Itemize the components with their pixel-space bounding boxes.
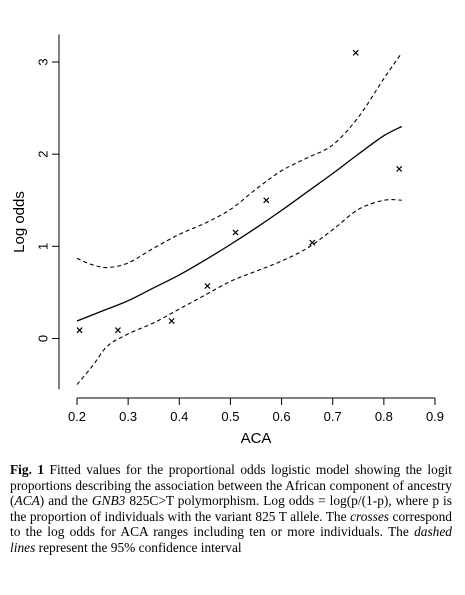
cross-stroke (114, 327, 121, 334)
x-tick-label: 0.3 (119, 409, 137, 424)
data-point-cross (114, 327, 121, 334)
cross-stroke (232, 229, 239, 236)
caption-text-4: correspond to the log odds for ACA range… (10, 508, 453, 540)
ci-lower-line (76, 199, 402, 385)
cross-stroke (204, 282, 211, 289)
cross-stroke (309, 239, 316, 246)
caption-text-5: represent the 95% confidence interval (35, 539, 242, 555)
caption-aca: ACA (14, 493, 40, 509)
axes: 0.2 0.3 0.4 0.5 0.6 0.7 0.8 0.9 0 1 2 3 (36, 34, 444, 424)
fitted-curve (76, 125, 403, 322)
x-tick-label: 0.8 (375, 409, 393, 424)
x-tick-label: 0.2 (68, 409, 86, 424)
ci-upper-line (76, 52, 403, 269)
figure-label: Fig. 1 (10, 462, 45, 477)
x-tick-label: 0.7 (324, 409, 342, 424)
data-point-cross (396, 165, 403, 172)
caption-text-2: ) and the (39, 493, 92, 509)
x-tick-label: 0.5 (221, 409, 239, 424)
caption-gene: GNB3 (91, 493, 126, 509)
confidence-interval-lines (76, 52, 403, 385)
y-tick-label: 1 (36, 243, 51, 250)
data-point-cross (232, 229, 239, 236)
data-point-cross (76, 327, 83, 334)
data-point-cross (352, 49, 359, 56)
data-point-cross (204, 282, 211, 289)
data-point-cross (168, 317, 175, 325)
figure-caption: Fig. 1 Fitted values for the proportiona… (10, 462, 452, 556)
data-point-cross (309, 239, 316, 246)
cross-stroke (263, 197, 270, 204)
fitted-line (76, 125, 403, 322)
x-tick-label: 0.4 (170, 409, 188, 424)
y-tick-label: 3 (36, 58, 51, 65)
caption-dashed-lines: dashed lines (10, 524, 452, 555)
x-axis-label: ACA (241, 430, 272, 447)
y-axis-label: Log odds (11, 191, 28, 253)
chart: 0.2 0.3 0.4 0.5 0.6 0.7 0.8 0.9 0 1 2 3 ACA Log odd… (11, 34, 444, 447)
data-point-cross (263, 197, 270, 204)
cross-stroke (352, 49, 359, 56)
cross-stroke (76, 327, 83, 334)
x-tick-label: 0.6 (273, 409, 291, 424)
y-tick-label: 0 (36, 335, 51, 342)
cross-stroke (396, 165, 403, 172)
cross-stroke (168, 317, 175, 325)
caption-text-1: Fitted values for the proportional odds … (10, 462, 452, 509)
x-tick-label: 0.9 (426, 409, 444, 424)
data-points (76, 49, 403, 334)
y-tick-label: 2 (36, 151, 51, 158)
caption-crosses: crosses (350, 508, 390, 524)
caption-text-3: 825C>T polymorphism. Log odds = log(p/(1… (10, 493, 452, 524)
